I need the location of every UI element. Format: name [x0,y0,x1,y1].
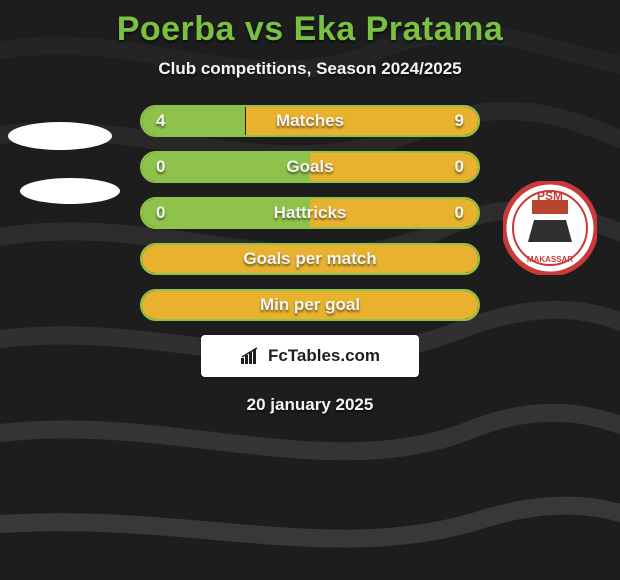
stat-value-left: 4 [156,111,165,131]
jersey-ellipse [20,178,120,204]
jersey-ellipse [8,122,112,150]
stat-row: Min per goal [140,289,480,321]
club-logo: PSM MAKASSAR [503,181,597,275]
date: 20 january 2025 [0,395,620,415]
stat-value-right: 0 [455,157,464,177]
stat-row: 4 9 Matches [140,105,480,137]
stat-rows: 4 9 Matches 0 0 Goals 0 0 Hattricks Goals per mat… [70,105,550,321]
stat-row: 0 0 Goals [140,151,480,183]
subtitle: Club competitions, Season 2024/2025 [0,59,620,79]
svg-text:PSM: PSM [537,189,563,203]
site-badge[interactable]: FcTables.com [201,335,419,377]
stat-value-right: 0 [455,203,464,223]
svg-text:MAKASSAR: MAKASSAR [527,255,573,264]
stat-label: Goals [286,157,333,177]
stat-row: Goals per match [140,243,480,275]
stat-bar-left [142,153,310,181]
stat-value-left: 0 [156,157,165,177]
stat-label: Goals per match [243,249,376,269]
page-title: Poerba vs Eka Pratama [0,10,620,49]
stat-label: Hattricks [274,203,347,223]
stat-value-right: 9 [455,111,464,131]
site-badge-text: FcTables.com [268,346,380,366]
infographic-container: Poerba vs Eka Pratama Club competitions,… [0,0,620,580]
stat-label: Min per goal [260,295,360,315]
stat-label: Matches [276,111,344,131]
stat-value-left: 0 [156,203,165,223]
stat-bar-right [310,153,478,181]
stat-row: 0 0 Hattricks [140,197,480,229]
bars-icon [240,347,262,365]
